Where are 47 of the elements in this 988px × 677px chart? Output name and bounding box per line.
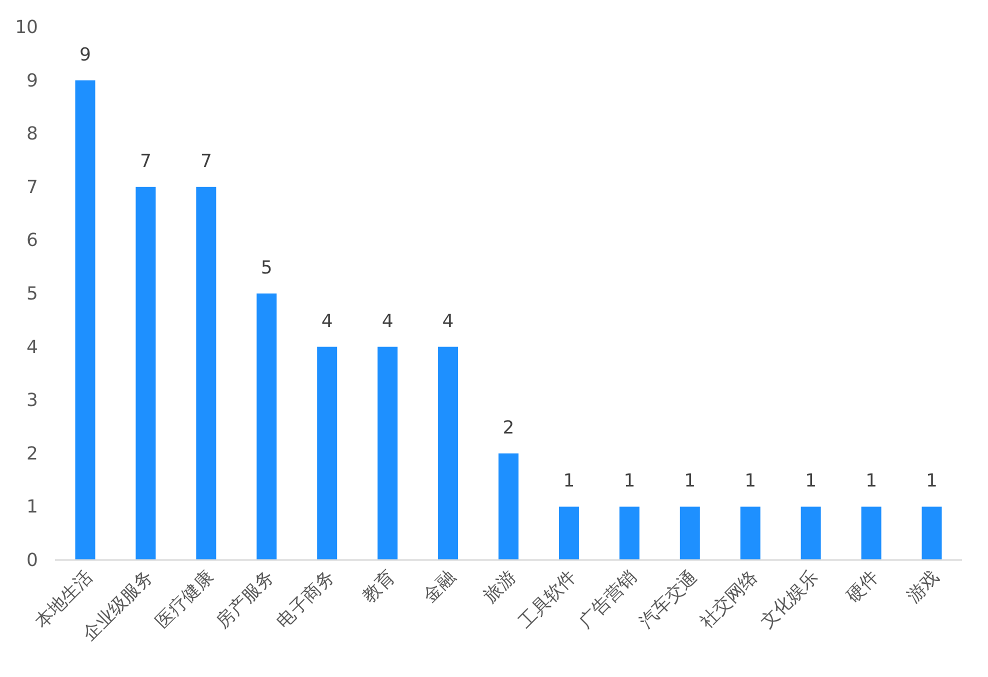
data-label: 1 [684, 470, 696, 492]
bar [861, 506, 882, 560]
y-tick-label: 1 [26, 496, 38, 518]
y-tick-label: 3 [26, 390, 38, 412]
data-label: 4 [382, 310, 394, 332]
data-label: 4 [442, 310, 454, 332]
data-label: 1 [563, 470, 575, 492]
bar [256, 294, 277, 560]
y-tick-label: 6 [26, 230, 38, 252]
data-label: 1 [805, 470, 817, 492]
x-tick-label: 教育 [358, 566, 400, 607]
bar [619, 506, 640, 560]
y-tick-label: 4 [26, 336, 38, 358]
data-label: 4 [321, 310, 333, 332]
bar [800, 506, 821, 560]
y-tick-label: 0 [26, 550, 38, 571]
x-tick-label: 金融 [419, 566, 460, 607]
x-tick-label: 硬件 [842, 566, 883, 607]
bar [378, 346, 398, 560]
data-label: 1 [744, 470, 756, 492]
x-tick-label: 电子商务 [272, 566, 339, 632]
y-tick-label: 10 [15, 17, 38, 38]
y-tick-label: 2 [26, 443, 38, 464]
data-label: 7 [200, 150, 212, 172]
bar [136, 186, 156, 560]
y-tick-label: 7 [26, 176, 38, 198]
bar [680, 506, 700, 560]
bar [438, 346, 458, 560]
data-label: 9 [80, 44, 91, 66]
x-tick-label: 医疗健康 [152, 566, 218, 632]
data-label: 7 [140, 150, 152, 172]
bar [558, 506, 579, 560]
data-label: 1 [866, 470, 878, 492]
bar [75, 80, 96, 560]
bar [922, 506, 942, 560]
data-label: 2 [502, 417, 514, 438]
y-tick-label: 8 [26, 124, 38, 145]
bar [196, 186, 216, 560]
y-tick-label: 9 [26, 70, 38, 92]
bar [740, 506, 760, 560]
bar [317, 346, 338, 560]
y-tick-label: 5 [26, 284, 38, 304]
bar [498, 453, 518, 560]
x-tick-label: 游戏 [902, 566, 944, 607]
data-label: 5 [260, 258, 272, 278]
data-label: 1 [624, 470, 636, 492]
data-label: 1 [926, 470, 938, 492]
